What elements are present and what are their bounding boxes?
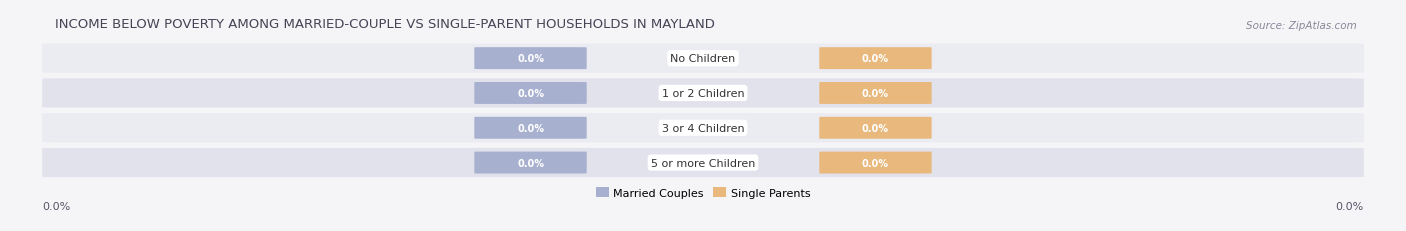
FancyBboxPatch shape: [474, 48, 586, 70]
Text: 0.0%: 0.0%: [862, 123, 889, 133]
Text: 0.0%: 0.0%: [517, 88, 544, 99]
Text: 0.0%: 0.0%: [862, 158, 889, 168]
FancyBboxPatch shape: [820, 48, 932, 70]
Legend: Married Couples, Single Parents: Married Couples, Single Parents: [592, 183, 814, 202]
FancyBboxPatch shape: [42, 148, 1364, 177]
FancyBboxPatch shape: [820, 117, 932, 139]
Text: 0.0%: 0.0%: [517, 158, 544, 168]
Text: INCOME BELOW POVERTY AMONG MARRIED-COUPLE VS SINGLE-PARENT HOUSEHOLDS IN MAYLAND: INCOME BELOW POVERTY AMONG MARRIED-COUPL…: [55, 18, 716, 30]
FancyBboxPatch shape: [474, 152, 586, 174]
Text: 5 or more Children: 5 or more Children: [651, 158, 755, 168]
Text: Source: ZipAtlas.com: Source: ZipAtlas.com: [1247, 21, 1357, 30]
FancyBboxPatch shape: [820, 83, 932, 104]
FancyBboxPatch shape: [42, 79, 1364, 108]
FancyBboxPatch shape: [474, 83, 586, 104]
FancyBboxPatch shape: [42, 44, 1364, 73]
FancyBboxPatch shape: [42, 114, 1364, 143]
FancyBboxPatch shape: [820, 152, 932, 174]
Text: 0.0%: 0.0%: [862, 88, 889, 99]
Text: 0.0%: 0.0%: [1336, 201, 1364, 211]
Text: 0.0%: 0.0%: [42, 201, 70, 211]
Text: 0.0%: 0.0%: [517, 54, 544, 64]
Text: No Children: No Children: [671, 54, 735, 64]
Text: 0.0%: 0.0%: [517, 123, 544, 133]
FancyBboxPatch shape: [474, 117, 586, 139]
Text: 1 or 2 Children: 1 or 2 Children: [662, 88, 744, 99]
Text: 3 or 4 Children: 3 or 4 Children: [662, 123, 744, 133]
Text: 0.0%: 0.0%: [862, 54, 889, 64]
